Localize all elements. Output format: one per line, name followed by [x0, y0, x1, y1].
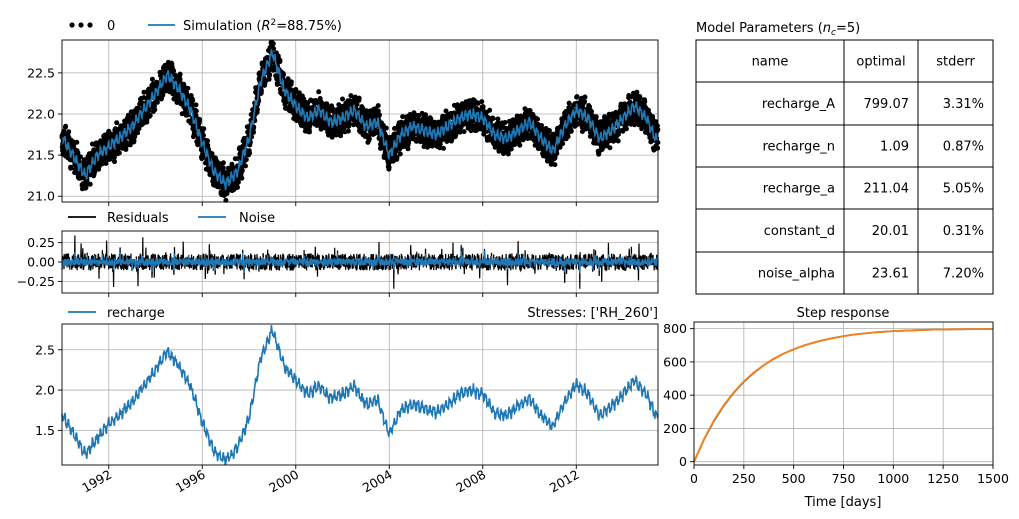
table-cell	[917, 39, 994, 83]
head-ytick-label: 21.0	[27, 189, 55, 204]
step-xtick-label: 0	[690, 471, 698, 486]
table-header: stderr	[936, 55, 975, 70]
step-response-title: Step response	[797, 306, 890, 321]
table-value: recharge_A	[762, 97, 835, 112]
table-title: Model Parameters (nc=5)	[696, 21, 860, 38]
contribution-xtick-label: 1992	[79, 467, 114, 496]
contribution-xtick-label: 2004	[360, 467, 395, 496]
residuals-ytick-label: 0.00	[27, 255, 55, 270]
table-header: optimal	[856, 55, 905, 70]
table-value: 211.04	[864, 182, 910, 197]
head-legend: 0 Simulation (R2=88.75%)	[69, 18, 342, 34]
step-xtick-label: 1250	[927, 471, 959, 486]
recharge-line	[61, 325, 659, 466]
table-body: name optimal stderr recharge_A 799.07 3.31% re…	[695, 39, 994, 295]
contribution-xtick-label: 2000	[266, 467, 301, 496]
step-xtick-label: 500	[782, 471, 806, 486]
step-ytick-label: 600	[663, 354, 687, 369]
table-cell	[917, 251, 994, 295]
contribution-yticks: 1.5 2.0 2.5	[35, 342, 62, 438]
table-value: 5.05%	[943, 182, 984, 197]
table-value: recharge_n	[762, 140, 835, 155]
table-header: name	[752, 55, 789, 70]
contribution-ytick-label: 2.0	[35, 383, 55, 398]
table-value: constant_d	[764, 224, 835, 239]
residuals-ytick-label: 0.25	[27, 235, 55, 250]
step-response-panel: Step response 0 250 500 750 1000 1250 1500 0 200…	[663, 306, 1009, 510]
table-value: 7.20%	[943, 267, 984, 282]
head-panel: 21.0 21.5 22.0 22.5 0 Simulation (R2=88.75%…	[27, 18, 661, 206]
legend-label-observed: 0	[107, 19, 115, 34]
contribution-grid	[62, 324, 658, 465]
table-cell	[917, 208, 994, 253]
noise-line	[61, 250, 659, 274]
step-ytick-label: 0	[679, 454, 687, 469]
head-yticks: 21.0 21.5 22.0 22.5	[27, 65, 577, 206]
parameters-table: Model Parameters (nc=5) name optimal stder…	[695, 21, 994, 295]
step-xtick-label: 250	[732, 471, 756, 486]
legend-marker-observed	[69, 22, 93, 28]
step-series	[693, 328, 994, 463]
head-ytick-label: 21.5	[27, 148, 55, 163]
legend-label-simulation: Simulation (R2=88.75%)	[183, 18, 342, 34]
contribution-xtick-label: 1996	[173, 467, 208, 496]
legend-label-noise: Noise	[239, 211, 275, 226]
table-value: recharge_a	[763, 182, 835, 197]
table-cell	[695, 81, 845, 126]
table-value: 0.31%	[943, 224, 984, 239]
legend-label-recharge: recharge	[107, 306, 165, 321]
table-cell	[843, 208, 919, 253]
residuals-ytick-label: −0.25	[17, 274, 55, 289]
table-cell	[695, 166, 845, 210]
table-cell	[917, 81, 994, 126]
step-ytick-label: 400	[663, 388, 687, 403]
recharge-series	[61, 325, 659, 466]
step-xtick-label: 1000	[877, 471, 909, 486]
step-ytick-label: 800	[663, 321, 687, 336]
contribution-frame	[61, 323, 659, 466]
step-ticks: 0 250 500 750 1000 1250 1500 0 200 400 600 800	[663, 321, 1009, 486]
stresses-title: Stresses: ['RH_260']	[527, 306, 658, 321]
legend-label-residuals: Residuals	[107, 211, 169, 226]
table-value: 23.61	[872, 267, 909, 282]
step-grid	[693, 322, 994, 465]
table-cell	[695, 251, 845, 295]
table-cell	[917, 124, 994, 168]
head-ytick-label: 22.0	[27, 107, 55, 122]
table-value: noise_alpha	[758, 267, 835, 282]
contribution-ytick-label: 1.5	[35, 423, 55, 438]
head-frame	[61, 39, 659, 203]
simulation-series	[61, 49, 659, 191]
simulation-line	[61, 49, 659, 191]
table-value: 20.01	[872, 224, 909, 239]
table-cell	[695, 124, 845, 168]
table-value: 3.31%	[943, 97, 984, 112]
contribution-xtick-label: 2008	[453, 467, 488, 496]
step-ytick-label: 200	[663, 421, 687, 436]
residuals-legend: Residuals Noise	[68, 211, 275, 226]
residuals-yticks: 0.25 0.00 −0.25	[17, 235, 577, 297]
step-xlabel: Time [days]	[804, 495, 882, 510]
contribution-ytick-label: 2.5	[35, 342, 55, 357]
step-xtick-label: 750	[832, 471, 856, 486]
table-value: 799.07	[864, 97, 910, 112]
table-cell	[695, 39, 845, 83]
contribution-xticks: 1992 1996 2000 2004 2008 2012	[79, 465, 582, 496]
step-xtick-label: 1500	[977, 471, 1009, 486]
table-value: 0.87%	[943, 140, 984, 155]
table-value: 1.09	[880, 140, 909, 155]
table-cell	[843, 166, 919, 210]
contribution-panel: 1.5 2.0 2.5 1992 1996 2000 2004 2008 2012 recha…	[35, 306, 659, 496]
contribution-xtick-label: 2012	[547, 467, 582, 496]
residuals-panel: 0.25 0.00 −0.25 Residuals Noise	[17, 211, 659, 297]
head-ytick-label: 22.5	[27, 65, 55, 80]
table-cell	[695, 208, 845, 253]
residuals-series	[61, 235, 659, 289]
step-response-line-orange	[693, 328, 994, 463]
